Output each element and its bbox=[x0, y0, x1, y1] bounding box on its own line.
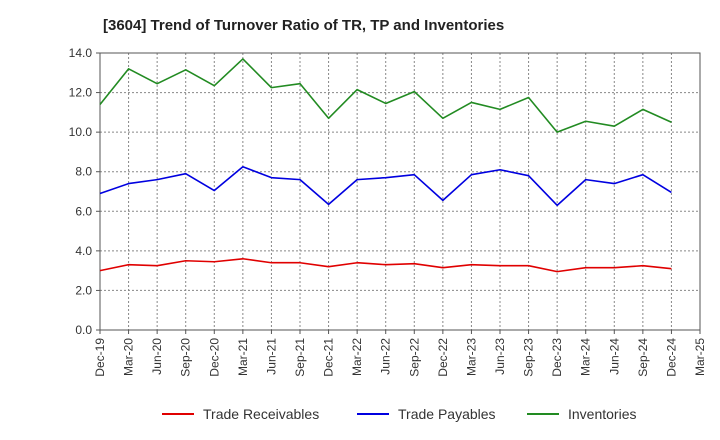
x-tick-label: Dec-22 bbox=[436, 338, 450, 377]
x-tick-label: Dec-21 bbox=[322, 338, 336, 377]
y-tick-label: 6.0 bbox=[75, 204, 92, 218]
x-tick-label: Jun-20 bbox=[150, 338, 164, 375]
x-tick-label: Dec-24 bbox=[664, 338, 678, 377]
y-tick-label: 12.0 bbox=[69, 86, 93, 100]
trade-payables-legend-label: Trade Payables bbox=[398, 406, 496, 422]
y-tick-label: 4.0 bbox=[75, 244, 92, 258]
x-tick-label: Sep-21 bbox=[293, 338, 307, 377]
x-tick-label: Sep-22 bbox=[407, 338, 421, 377]
y-tick-label: 2.0 bbox=[75, 283, 92, 297]
series-layer bbox=[99, 58, 672, 273]
x-tick-label: Sep-24 bbox=[636, 338, 650, 377]
plot-area-frame bbox=[99, 52, 701, 331]
x-axis: Dec-19 Mar-20 Jun-20 Sep-20 Dec-20 Mar-21 Jun-… bbox=[93, 330, 707, 377]
x-tick-label: Jun-23 bbox=[493, 338, 507, 375]
inventories-line bbox=[99, 58, 672, 133]
x-tick-label: Mar-24 bbox=[579, 338, 593, 376]
grid-layer bbox=[100, 53, 700, 330]
x-tick-label: Mar-22 bbox=[350, 338, 364, 376]
x-tick-label: Jun-22 bbox=[379, 338, 393, 375]
x-tick-label: Dec-23 bbox=[550, 338, 564, 377]
x-tick-label: Mar-20 bbox=[122, 338, 136, 376]
x-tick-label: Jun-21 bbox=[264, 338, 278, 375]
x-tick-label: Sep-20 bbox=[179, 338, 193, 377]
chart-title: [3604] Trend of Turnover Ratio of TR, TP… bbox=[103, 17, 504, 34]
x-tick-label: Sep-23 bbox=[522, 338, 536, 377]
y-axis: 0.0 2.0 4.0 6.0 8.0 10.0 12.0 14.0 bbox=[69, 46, 100, 337]
trade-receivables-line bbox=[99, 257, 672, 273]
y-tick-label: 8.0 bbox=[75, 165, 92, 179]
x-tick-label: Mar-23 bbox=[464, 338, 478, 376]
x-tick-label: Jun-24 bbox=[607, 338, 621, 375]
trade-payables-line bbox=[99, 165, 672, 207]
trade-receivables-legend-label: Trade Receivables bbox=[203, 406, 319, 422]
x-tick-label: Dec-20 bbox=[207, 338, 221, 377]
x-tick-label: Mar-21 bbox=[236, 338, 250, 376]
inventories-legend-label: Inventories bbox=[568, 406, 636, 422]
x-tick-label: Mar-25 bbox=[693, 338, 707, 376]
x-tick-label: Dec-19 bbox=[93, 338, 107, 377]
legend: Trade Receivables Trade Payables Inventori… bbox=[162, 406, 636, 422]
y-tick-label: 14.0 bbox=[69, 46, 93, 60]
y-tick-label: 0.0 bbox=[75, 323, 92, 337]
y-tick-label: 10.0 bbox=[69, 125, 93, 139]
